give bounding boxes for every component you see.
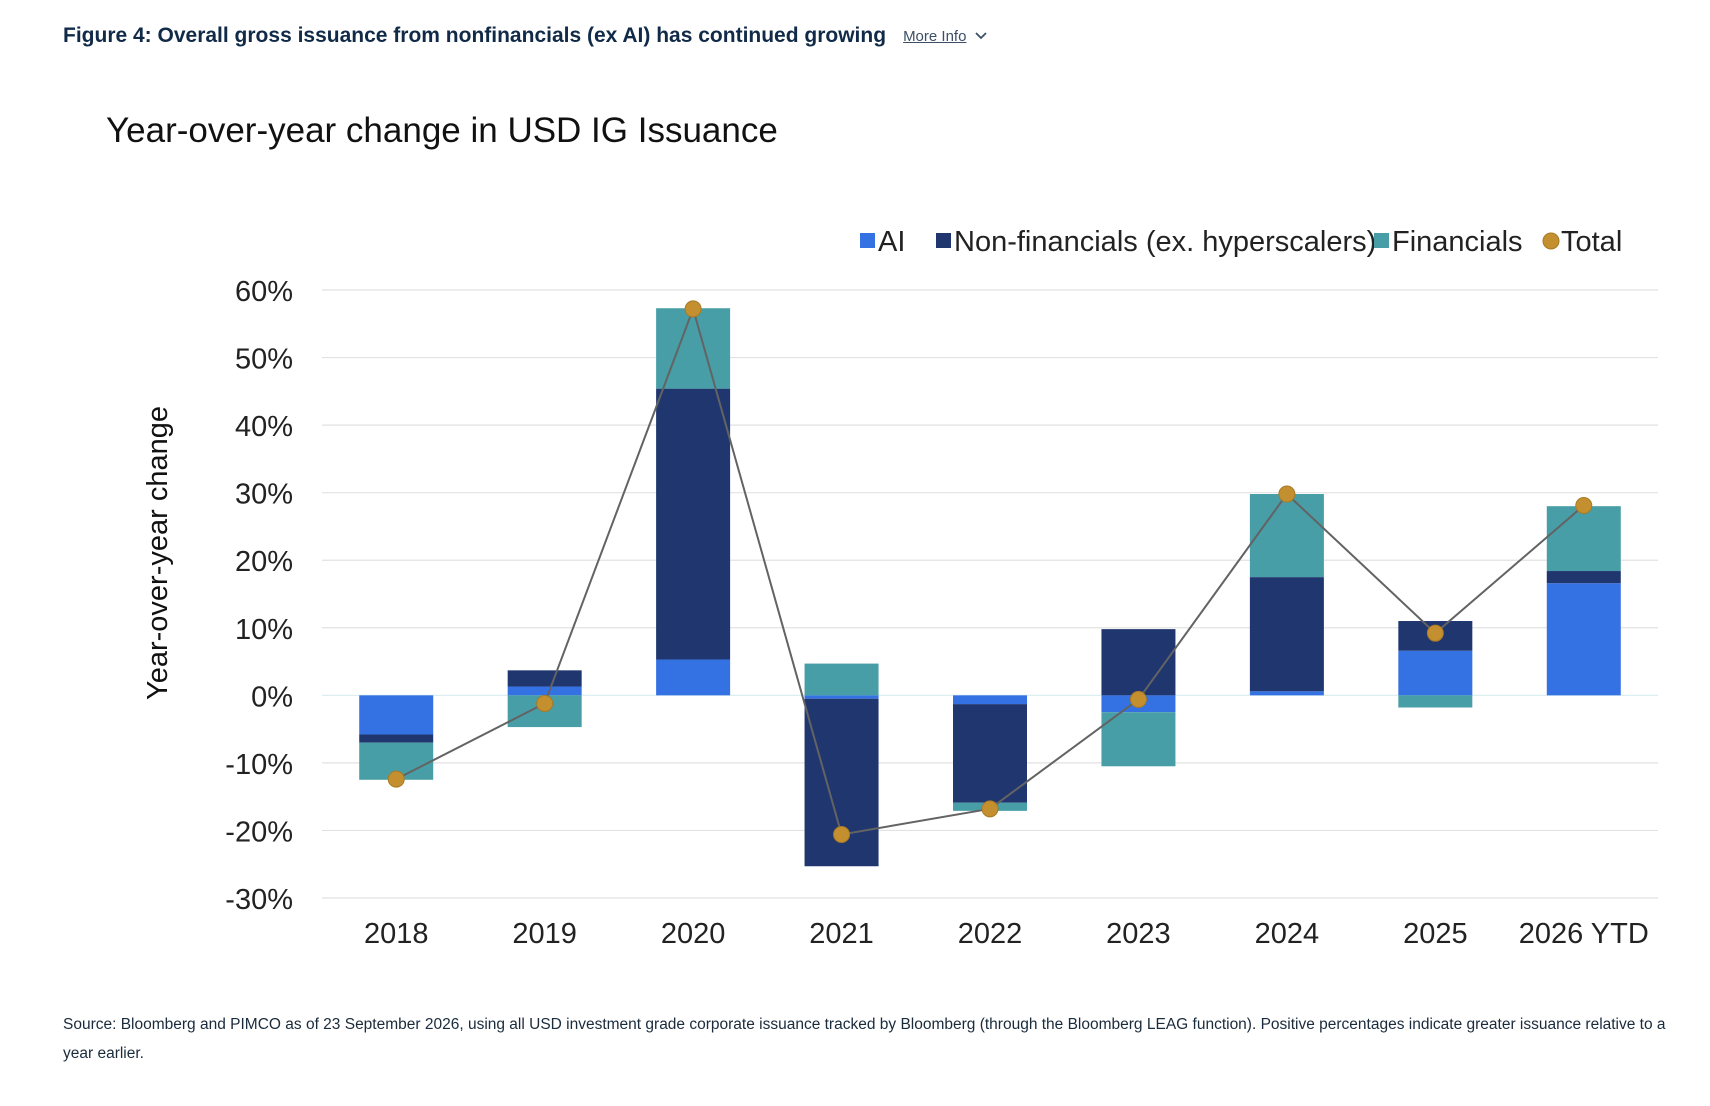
legend-swatch	[1542, 232, 1560, 250]
total-point	[833, 825, 851, 843]
bar-segment-non-financials	[1101, 629, 1176, 696]
chart-legend: AI Non-financials (ex. hyperscalers) Finan…	[860, 226, 1622, 258]
total-point	[536, 694, 554, 712]
y-axis-label: Year-over-year change	[142, 406, 174, 700]
y-tick-label: -30%	[225, 884, 293, 916]
bar-segment-ai	[507, 686, 582, 696]
bar-segment-non-financials	[1546, 571, 1621, 584]
legend-swatch	[1374, 233, 1389, 248]
x-axis-ticks: 2018 2019 2020 2021 2022 2023 2024 2025 2026 YTD	[364, 918, 1649, 950]
y-tick-label: 10%	[235, 614, 293, 646]
legend-label: Financials	[1392, 226, 1523, 258]
y-tick-label: -20%	[225, 816, 293, 848]
bar-segment-ai	[359, 695, 434, 735]
total-point	[981, 800, 999, 818]
bar-segment-financials	[1101, 712, 1176, 767]
x-tick-label: 2018	[364, 918, 429, 950]
legend-swatch	[860, 233, 875, 248]
issuance-chart: Year-over-year change in USD IG Issuance…	[106, 111, 1658, 950]
bar-segment-ai	[1546, 583, 1621, 696]
y-axis-ticks: 60% 50% 40% 30% 20% 10% 0% -10% -20% -30%	[225, 276, 293, 916]
x-tick-label: 2019	[512, 918, 577, 950]
total-point	[1426, 624, 1444, 642]
figure-title: Figure 4: Overall gross issuance from no…	[63, 24, 887, 47]
x-tick-label: 2022	[958, 918, 1023, 950]
y-tick-label: 20%	[235, 546, 293, 578]
bar-segment-financials	[1249, 494, 1324, 578]
bar-segment-ai	[953, 695, 1027, 705]
total-point	[387, 770, 405, 788]
bar-segment-ai	[804, 695, 879, 699]
legend-label: Non-financials (ex. hyperscalers)	[954, 226, 1376, 258]
y-tick-label: 30%	[235, 479, 293, 511]
total-line-series	[387, 300, 1593, 843]
total-point	[1278, 485, 1296, 503]
more-info-label: More Info	[903, 27, 967, 45]
bar-segment-financials	[804, 663, 879, 696]
figure-header: Figure 4: Overall gross issuance from no…	[63, 20, 988, 52]
y-tick-label: 50%	[235, 344, 293, 376]
bar-segment-ai	[656, 659, 731, 696]
bar-segment-financials	[1398, 695, 1473, 708]
y-tick-label: -10%	[225, 749, 293, 781]
x-tick-label: 2023	[1106, 918, 1171, 950]
y-tick-label: 40%	[235, 411, 293, 443]
x-tick-label: 2026 YTD	[1519, 918, 1649, 950]
legend-label: AI	[878, 226, 905, 258]
chart-title: Year-over-year change in USD IG Issuance	[106, 111, 778, 150]
y-tick-label: 0%	[251, 681, 293, 713]
x-tick-label: 2024	[1255, 918, 1320, 950]
bar-segment-non-financials	[1249, 577, 1324, 692]
source-note: Source: Bloomberg and PIMCO as of 23 Sep…	[63, 1016, 1666, 1062]
total-point	[684, 300, 702, 318]
y-tick-label: 60%	[235, 276, 293, 308]
more-info-toggle[interactable]: More Info	[903, 28, 988, 45]
x-tick-label: 2020	[661, 918, 726, 950]
legend-swatch	[936, 233, 951, 248]
bar-segment-ai	[1398, 650, 1473, 696]
legend-label: Total	[1561, 226, 1622, 258]
bar-segment-non-financials	[507, 670, 582, 687]
total-point	[1129, 690, 1147, 708]
x-tick-label: 2025	[1403, 918, 1468, 950]
bar-series	[359, 308, 1621, 867]
x-tick-label: 2021	[809, 918, 874, 950]
bar-segment-non-financials	[656, 388, 731, 660]
chevron-down-icon	[975, 32, 988, 40]
bar-segment-non-financials	[953, 704, 1027, 803]
bar-segment-financials	[1546, 506, 1621, 572]
total-point	[1575, 497, 1593, 515]
bar-segment-non-financials	[359, 734, 434, 743]
bar-segment-ai	[1249, 691, 1324, 696]
